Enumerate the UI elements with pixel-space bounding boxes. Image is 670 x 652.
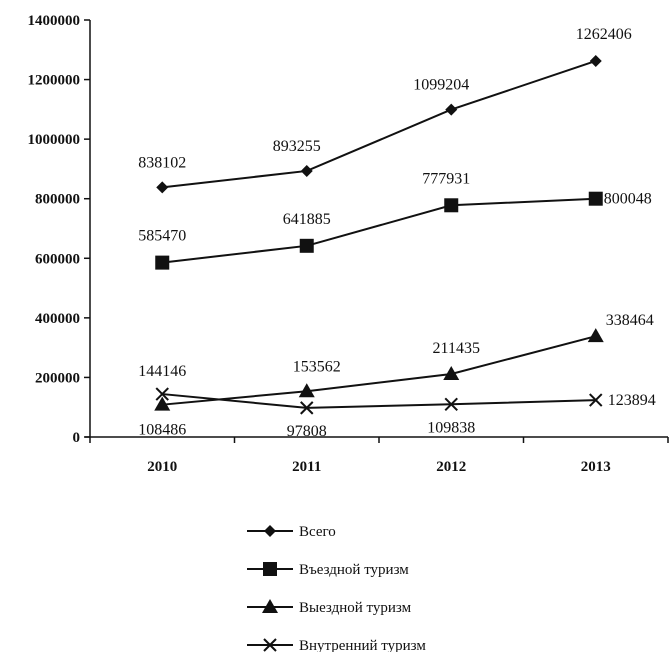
cross-stroke [155, 387, 169, 401]
y-tick-label: 400000 [35, 311, 80, 327]
legend-item-vezdnoy: Въездной туризм [247, 562, 409, 578]
data-point-vnutrenniy [444, 397, 458, 411]
series-line-vsego [162, 60, 597, 189]
data-point-vnutrenniy [589, 393, 603, 407]
data-label-vyezdnoy: 338464 [606, 312, 654, 329]
legend-marker-triangle [262, 599, 278, 613]
data-point-vezdnoy [155, 255, 170, 270]
x-tick-label: 2010 [147, 459, 177, 475]
x-tick-label: 2012 [436, 459, 466, 475]
series-line-vezdnoy [162, 197, 596, 264]
data-point-vyezdnoy [298, 383, 315, 398]
legend-label: Выездной туризм [299, 600, 412, 616]
data-point-vezdnoy [588, 191, 603, 206]
data-label-vsego: 893255 [273, 138, 321, 155]
y-tick-label: 1000000 [28, 132, 81, 148]
data-point-vezdnoy [299, 238, 314, 253]
y-tick-label: 1200000 [28, 73, 81, 89]
legend-item-vsego: Всего [247, 524, 336, 540]
chart-axes: 0 200000 400000 600000 800000 1000000 1200000 1… [28, 13, 669, 475]
data-label-vnutrenniy: 123894 [608, 392, 656, 409]
data-point-vyezdnoy [443, 366, 460, 381]
data-point-vnutrenniy [155, 387, 169, 401]
cross-stroke [263, 638, 277, 652]
data-label-vezdnoy: 641885 [283, 211, 331, 228]
data-label-vnutrenniy: 97808 [287, 423, 327, 440]
data-label-vyezdnoy: 153562 [293, 358, 341, 375]
data-label-vyezdnoy: 211435 [433, 340, 480, 357]
data-label-vezdnoy: 800048 [604, 191, 652, 208]
series-line-vyezdnoy [162, 335, 597, 406]
legend-item-vyezdnoy: Выездной туризм [247, 599, 412, 616]
legend-label: Въездной туризм [299, 562, 409, 578]
data-label-vsego: 1099204 [413, 77, 469, 94]
legend-item-vnutrenniy: Внутренний туризм [247, 638, 426, 652]
data-label-vsego: 838102 [138, 154, 186, 171]
data-labels: 838102 893255 1099204 1262406 585470 641885 77… [138, 26, 656, 440]
y-tick-label: 0 [73, 430, 81, 446]
legend-label: Всего [299, 524, 336, 540]
data-point-vsego [445, 103, 458, 116]
data-point-vyezdnoy [587, 328, 604, 343]
legend-marker-cross [263, 638, 277, 652]
legend-marker-square [263, 562, 277, 576]
data-label-vezdnoy: 585470 [138, 228, 186, 245]
data-label-vezdnoy: 777931 [422, 170, 470, 187]
x-tick-label: 2013 [581, 459, 611, 475]
data-label-vnutrenniy: 109838 [427, 419, 475, 436]
data-point-vyezdnoy [154, 396, 171, 411]
legend-label: Внутренний туризм [299, 638, 426, 652]
data-label-vnutrenniy: 144146 [138, 363, 186, 380]
data-point-vsego [589, 54, 602, 67]
cross-stroke [589, 393, 603, 407]
y-tick-label: 800000 [35, 192, 80, 208]
series-lines [154, 54, 604, 415]
data-point-vsego [156, 181, 169, 194]
data-label-vyezdnoy: 108486 [138, 422, 186, 439]
x-tick-label: 2011 [292, 459, 321, 475]
data-point-vezdnoy [444, 198, 459, 213]
cross-stroke [300, 401, 314, 415]
data-point-vsego [300, 164, 313, 177]
cross-stroke [444, 397, 458, 411]
legend: Всего Въездной туризм Выездной туризм Внутр… [247, 524, 426, 652]
data-point-vnutrenniy [300, 401, 314, 415]
data-label-vsego: 1262406 [576, 26, 632, 43]
y-tick-label: 600000 [35, 251, 80, 267]
y-tick-label: 200000 [35, 370, 80, 386]
legend-marker-diamond [264, 525, 276, 537]
series-line-vnutrenniy [162, 393, 596, 409]
y-tick-label: 1400000 [28, 13, 81, 29]
